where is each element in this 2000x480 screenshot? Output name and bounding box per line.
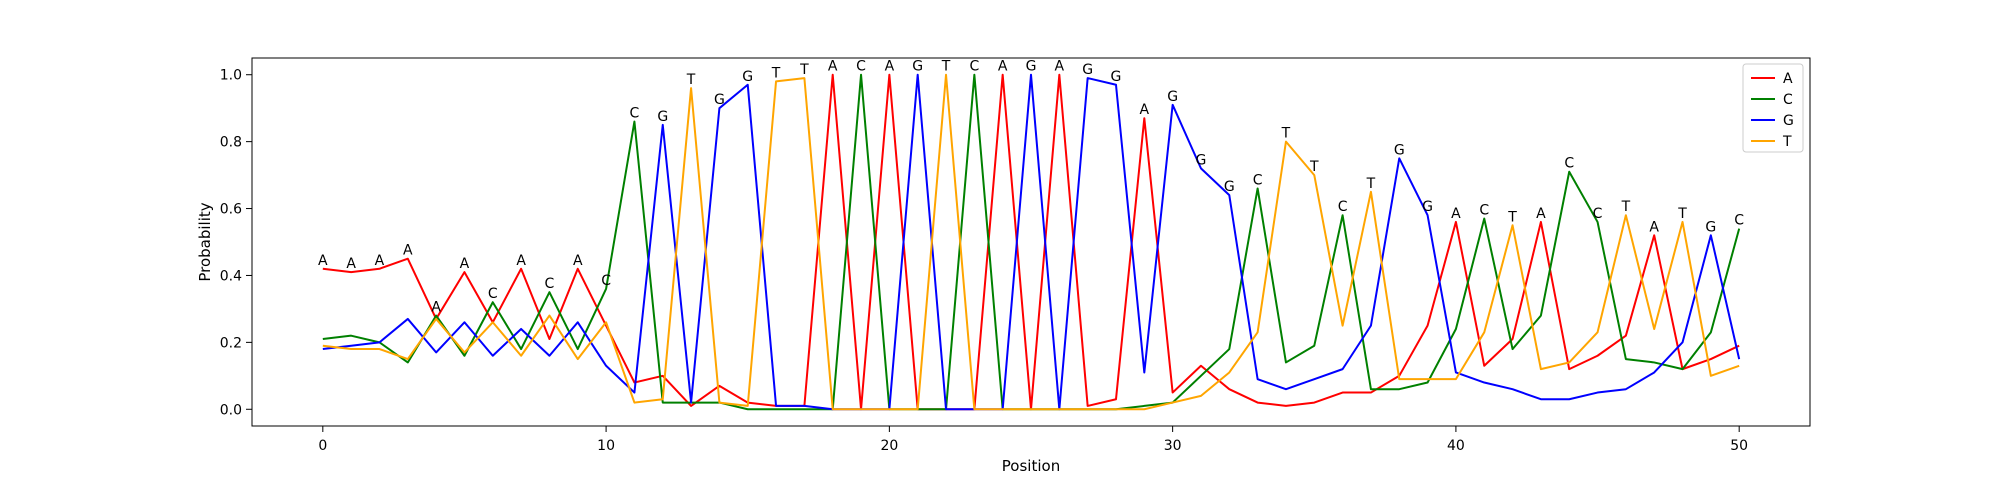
- peak-label: G: [1082, 62, 1093, 78]
- x-tick-label: 30: [1164, 438, 1182, 454]
- x-axis: 0 10 20 30 40 50: [318, 426, 1748, 454]
- peak-label: C: [1253, 172, 1263, 188]
- legend-label-C: C: [1783, 92, 1793, 108]
- peak-label: A: [885, 59, 895, 75]
- peak-label: G: [742, 69, 753, 85]
- peak-label: A: [1055, 59, 1065, 75]
- y-tick-label: 0.4: [220, 268, 242, 284]
- peak-label: T: [1677, 206, 1687, 222]
- y-axis-title: Probability: [196, 202, 214, 281]
- peak-label: G: [657, 109, 668, 125]
- peak-label: T: [799, 62, 809, 78]
- peak-label: A: [346, 256, 356, 272]
- legend-label-T: T: [1782, 134, 1792, 150]
- peak-label: A: [403, 243, 413, 259]
- peak-label: T: [1309, 159, 1319, 175]
- peak-label: G: [1394, 142, 1405, 158]
- peak-label: C: [1479, 203, 1489, 219]
- peak-label: A: [1536, 206, 1546, 222]
- series-line-A: [322, 73, 1740, 411]
- y-tick-label: 0.6: [220, 202, 242, 218]
- peak-labels: A A A A A A C A C A C C G T G G T T A C A G T C A G A G G A G G G C T T C T G G…: [318, 59, 1744, 316]
- peak-label: G: [1026, 59, 1037, 75]
- peak-label: A: [516, 253, 526, 269]
- y-tick-label: 1.0: [220, 68, 242, 84]
- y-tick-label: 0.8: [220, 135, 242, 151]
- peak-label: G: [1224, 179, 1235, 195]
- peak-label: T: [686, 72, 696, 88]
- peak-label: A: [573, 253, 583, 269]
- peak-label: A: [998, 59, 1008, 75]
- x-tick-label: 40: [1447, 438, 1465, 454]
- peak-label: G: [912, 59, 923, 75]
- peak-label: A: [1451, 206, 1461, 222]
- legend-label-A: A: [1783, 71, 1793, 87]
- x-tick-label: 0: [318, 438, 327, 454]
- peak-label: T: [771, 65, 781, 81]
- peak-label: A: [460, 256, 470, 272]
- peak-label: T: [1621, 199, 1631, 215]
- peak-label: C: [630, 106, 640, 122]
- peak-label: G: [714, 92, 725, 108]
- peak-label: A: [1649, 219, 1659, 235]
- peak-label: C: [545, 276, 555, 292]
- peak-label: C: [1734, 213, 1744, 229]
- peak-label: C: [1564, 156, 1574, 172]
- axes-frame: [251, 57, 1811, 427]
- series-line-G: [322, 73, 1741, 411]
- x-tick-label: 50: [1730, 438, 1748, 454]
- peak-label: C: [856, 59, 866, 75]
- peak-label: T: [1281, 126, 1291, 142]
- peak-label: C: [488, 286, 498, 302]
- peak-label: G: [1705, 219, 1716, 235]
- legend-label-G: G: [1783, 113, 1794, 129]
- x-tick-label: 10: [597, 438, 615, 454]
- peak-label: T: [941, 59, 951, 75]
- peak-label: C: [1593, 206, 1603, 222]
- peak-label: C: [1338, 199, 1348, 215]
- x-axis-title: Position: [1002, 457, 1060, 475]
- peak-label: A: [375, 253, 385, 269]
- legend-box: [1742, 63, 1804, 153]
- y-tick-label: 0.0: [220, 402, 242, 418]
- series-line-C: [322, 73, 1741, 411]
- peak-label: A: [318, 253, 328, 269]
- x-tick-label: 20: [880, 438, 898, 454]
- peak-label: T: [1507, 209, 1517, 225]
- peak-label: A: [431, 300, 441, 316]
- peak-label: T: [1366, 176, 1376, 192]
- peak-label: G: [1167, 89, 1178, 105]
- y-tick-label: 0.2: [220, 335, 242, 351]
- peak-label: C: [969, 59, 979, 75]
- peak-label: G: [1111, 69, 1122, 85]
- y-axis: 0.0 0.2 0.4 0.6 0.8 1.0: [220, 68, 252, 418]
- peak-label: G: [1196, 152, 1207, 168]
- series-lines: [322, 73, 1741, 411]
- peak-label: C: [601, 273, 611, 289]
- plot-area-border: [251, 57, 1811, 427]
- peak-label: A: [1140, 102, 1150, 118]
- series-line-T: [322, 73, 1740, 411]
- peak-label: A: [828, 59, 838, 75]
- peak-label: G: [1422, 199, 1433, 215]
